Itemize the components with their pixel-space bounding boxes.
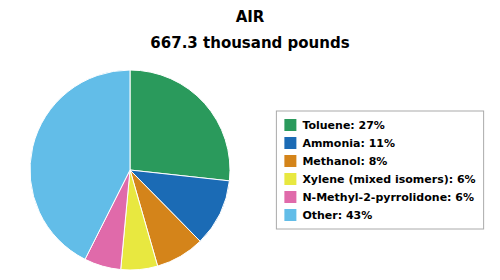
chart: AIR 667.3 thousand pounds Toluene: 27% Ammo… [0, 0, 500, 280]
legend-swatch [284, 191, 296, 203]
legend-label: Other: 43% [302, 209, 372, 222]
legend-item: Methanol: 8% [284, 155, 387, 168]
legend-label: N-Methyl-2-pyrrolidone: 6% [302, 191, 474, 204]
legend-item: Toluene: 27% [284, 119, 385, 132]
subtitle: 667.3 thousand pounds [150, 34, 349, 52]
legend-swatch [284, 173, 296, 185]
legend-item: N-Methyl-2-pyrrolidone: 6% [284, 191, 474, 204]
legend-label: Ammonia: 11% [302, 137, 395, 150]
legend-label: Xylene (mixed isomers): 6% [302, 173, 475, 186]
legend: Toluene: 27% Ammonia: 11% Methanol: 8% Xyle… [276, 111, 483, 229]
title: AIR [236, 8, 265, 26]
legend-swatch [284, 155, 296, 167]
legend-swatch [284, 137, 296, 149]
slice [130, 70, 230, 181]
legend-label: Toluene: 27% [302, 119, 385, 132]
legend-label: Methanol: 8% [302, 155, 387, 168]
legend-frame [276, 111, 483, 229]
legend-swatch [284, 209, 296, 221]
slice [30, 70, 130, 259]
legend-swatch [284, 119, 296, 131]
legend-item: Ammonia: 11% [284, 137, 395, 150]
legend-item: Other: 43% [284, 209, 372, 222]
legend-item: Xylene (mixed isomers): 6% [284, 173, 475, 186]
pie [30, 70, 230, 270]
